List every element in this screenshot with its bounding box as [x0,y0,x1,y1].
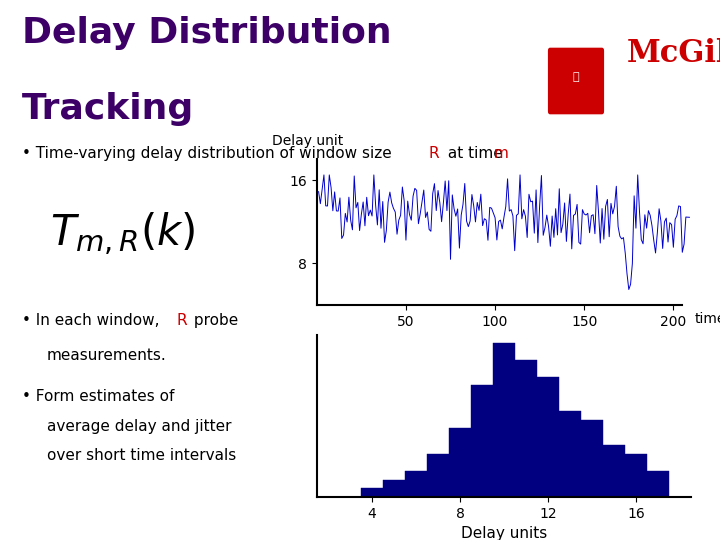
Bar [647,471,669,497]
Bar [383,480,405,497]
Bar [493,342,515,497]
Text: • Time-varying delay distribution of window size: • Time-varying delay distribution of win… [22,146,396,161]
Text: • Form estimates of: • Form estimates of [22,389,174,404]
FancyBboxPatch shape [547,47,605,115]
Bar [559,411,581,497]
Text: R: R [428,146,439,161]
Bar [471,386,493,497]
Text: Delay Distribution: Delay Distribution [22,16,391,50]
Text: time: time [695,312,720,326]
X-axis label: Delay units: Delay units [461,526,547,540]
Bar [427,454,449,497]
Text: McGill: McGill [626,38,720,69]
Text: R: R [176,313,187,328]
Text: measurements.: measurements. [47,348,166,363]
Bar [625,454,647,497]
Text: probe: probe [189,313,238,328]
Bar [515,360,537,497]
Text: 🔴: 🔴 [572,72,580,82]
Text: over short time intervals: over short time intervals [47,448,236,463]
Bar [603,446,625,497]
Bar [581,420,603,497]
Bar [537,377,559,497]
Text: average delay and jitter: average delay and jitter [47,418,231,434]
Bar [449,428,471,497]
Bar [361,488,383,497]
Bar [405,471,427,497]
Text: Tracking: Tracking [22,92,194,126]
Text: $T_{m,R}(k)$: $T_{m,R}(k)$ [50,211,196,257]
Text: • In each window,: • In each window, [22,313,164,328]
Text: m: m [493,146,508,161]
Text: Delay unit: Delay unit [272,133,343,147]
Text: at time: at time [443,146,508,161]
